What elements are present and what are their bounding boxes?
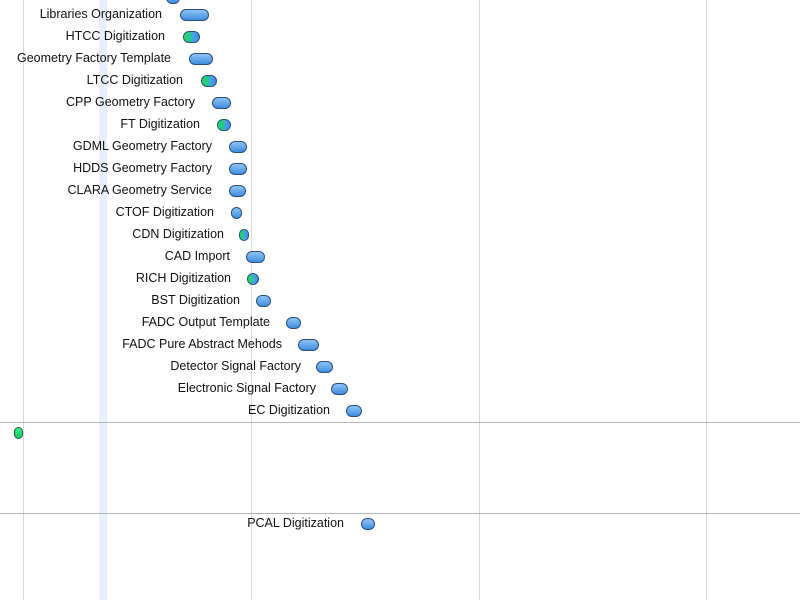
gantt-bar-offscreen[interactable]	[166, 0, 180, 4]
group-separator	[0, 513, 800, 514]
gantt-milestone[interactable]	[14, 427, 23, 439]
gantt-bar-cad-import[interactable]	[246, 251, 265, 263]
task-label-fadc-pure-abstract-mehods: FADC Pure Abstract Mehods	[122, 337, 282, 351]
gantt-bar-detector-signal-factory[interactable]	[316, 361, 333, 373]
task-label-detector-signal-factory: Detector Signal Factory	[170, 359, 301, 373]
gantt-bar-ctof-digitization[interactable]	[231, 207, 242, 219]
grid-line	[251, 0, 252, 600]
task-label-ec-digitization: EC Digitization	[248, 403, 330, 417]
gantt-bar-cdn-digitization[interactable]	[239, 229, 249, 241]
task-label-ft-digitization: FT Digitization	[120, 117, 200, 131]
task-label-libraries-organization: Libraries Organization	[39, 7, 162, 21]
task-label-ctof-digitization: CTOF Digitization	[115, 205, 214, 219]
gantt-bar-geometry-factory-template[interactable]	[189, 53, 213, 65]
grid-line	[23, 0, 24, 600]
task-label-pcal-digitization: PCAL Digitization	[247, 516, 344, 530]
task-label-fadc-output-template: FADC Output Template	[141, 315, 270, 329]
task-label-gdml-geometry-factory: GDML Geometry Factory	[72, 139, 212, 153]
grid-line	[706, 0, 707, 600]
task-label-geometry-factory-template: Geometry Factory Template	[17, 51, 171, 65]
gantt-bar-pcal-digitization[interactable]	[361, 518, 375, 530]
group-separator	[0, 422, 800, 423]
gantt-bar-ec-digitization[interactable]	[346, 405, 362, 417]
gantt-bar-electronic-signal-factory[interactable]	[331, 383, 348, 395]
task-label-cdn-digitization: CDN Digitization	[132, 227, 224, 241]
gantt-bar-cpp-geometry-factory[interactable]	[212, 97, 231, 109]
task-label-bst-digitization: BST Digitization	[151, 293, 240, 307]
task-label-cad-import: CAD Import	[164, 249, 230, 263]
gantt-bar-gdml-geometry-factory[interactable]	[229, 141, 247, 153]
task-label-electronic-signal-factory: Electronic Signal Factory	[177, 381, 316, 395]
gantt-bar-clara-geometry-service[interactable]	[229, 185, 246, 197]
gantt-bar-ft-digitization[interactable]	[217, 119, 231, 131]
today-marker-column	[99, 0, 107, 600]
gantt-bar-fadc-output-template[interactable]	[286, 317, 301, 329]
task-label-ltcc-digitization: LTCC Digitization	[86, 73, 183, 87]
gantt-bar-rich-digitization[interactable]	[247, 273, 259, 285]
gantt-bar-ltcc-digitization[interactable]	[201, 75, 217, 87]
gantt-bar-fadc-pure-abstract-mehods[interactable]	[298, 339, 319, 351]
gantt-bar-hdds-geometry-factory[interactable]	[229, 163, 247, 175]
gantt-bar-libraries-organization[interactable]	[180, 9, 209, 21]
task-label-htcc-digitization: HTCC Digitization	[65, 29, 165, 43]
task-label-rich-digitization: RICH Digitization	[135, 271, 231, 285]
task-label-clara-geometry-service: CLARA Geometry Service	[67, 183, 213, 197]
gantt-bar-htcc-digitization[interactable]	[183, 31, 200, 43]
task-label-hdds-geometry-factory: HDDS Geometry Factory	[73, 161, 212, 175]
grid-line	[479, 0, 480, 600]
task-label-cpp-geometry-factory: CPP Geometry Factory	[66, 95, 195, 109]
gantt-bar-bst-digitization[interactable]	[256, 295, 271, 307]
